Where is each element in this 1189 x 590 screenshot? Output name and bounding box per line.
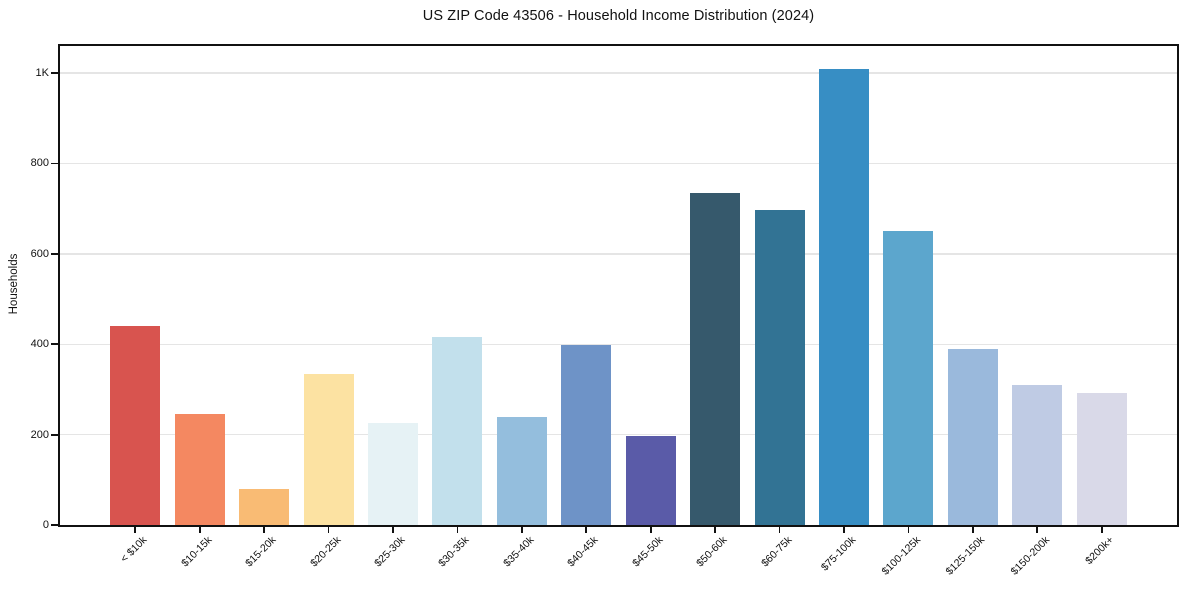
gridline [60,433,1177,436]
y-tick-mark [51,524,58,526]
x-tick-label: $25-30k [372,534,408,570]
gridline [60,72,1177,74]
bar [690,192,741,525]
x-tick-mark [520,527,523,533]
bar [496,416,547,525]
gridline [60,162,1177,165]
bar [432,337,483,525]
gridline [60,253,1177,255]
y-tick-label: 0 [42,519,49,531]
x-tick-label: $150-200k [1008,534,1052,578]
x-tick-label: $20-25k [307,534,344,570]
x-tick-label: $35-40k [501,534,537,570]
bar [561,345,612,525]
x-tick-label: $30-35k [436,534,472,570]
x-tick-mark [327,527,330,533]
y-tick-label: 200 [30,428,49,441]
x-tick-mark [714,527,717,533]
x-tick-label: $40-45k [565,534,601,570]
y-tick-label: 600 [30,247,49,260]
x-tick-label: < $10k [118,534,150,565]
y-tick-mark [51,343,58,346]
x-tick-label: $60-75k [758,534,795,570]
gridline [60,343,1177,345]
x-tick-mark [907,527,910,533]
y-tick-label: 400 [30,338,49,351]
x-tick-label: $200k+ [1083,534,1117,568]
x-tick-label: $75-100k [819,534,859,574]
bar [947,348,998,525]
x-tick-mark [198,527,201,533]
x-tick-label: $50-60k [694,534,730,570]
y-tick-mark [51,72,58,74]
bar [1012,384,1063,525]
x-tick-label: $100-125k [879,534,923,578]
bar [625,435,676,525]
bar [239,488,290,525]
x-tick-mark [778,527,781,533]
x-tick-mark [585,527,588,533]
plot-area [58,44,1179,527]
bars-layer [60,46,1177,525]
x-tick-mark [134,527,137,533]
y-tick-label: 800 [30,157,49,170]
y-tick-mark [51,252,58,255]
x-tick-label: $15-20k [243,534,279,570]
x-tick-mark [843,527,845,533]
x-tick-mark [649,527,652,533]
x-tick-mark [263,527,265,533]
y-tick-label: 1K [35,67,49,80]
x-tick-label: $125-150k [943,534,988,578]
x-tick-mark [972,527,974,533]
y-tick-mark [51,162,58,165]
x-tick-label: $45-50k [629,534,666,570]
chart-title: US ZIP Code 43506 - Household Income Dis… [422,8,815,24]
x-tick-mark [1036,527,1039,533]
bar [303,373,354,525]
bar [110,326,161,525]
bar [367,423,418,525]
x-tick-mark [392,527,394,533]
bar [1076,392,1127,525]
bar [754,209,805,525]
y-tick-mark [51,433,58,436]
bar [819,68,870,525]
bar [174,414,225,525]
bar [883,231,934,525]
x-tick-mark [1100,527,1103,533]
x-tick-mark [456,527,459,533]
x-tick-label: $10-15k [178,534,215,570]
gridlines-layer [60,46,1177,525]
